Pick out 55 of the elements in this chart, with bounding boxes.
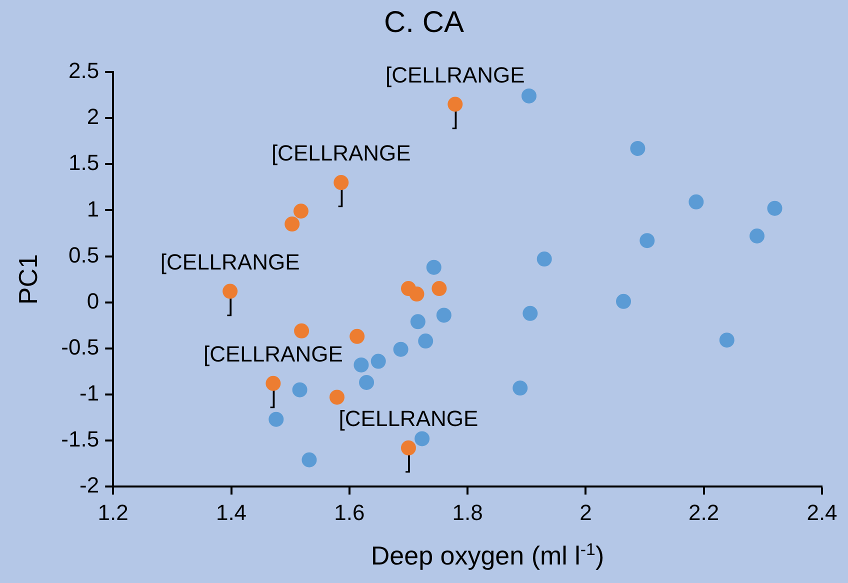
point [293,204,308,219]
point [521,88,536,104]
point [266,376,281,391]
point [354,357,369,372]
point [640,233,655,248]
point [630,140,646,156]
point [616,294,632,309]
y-tick-label: 1 [86,196,100,222]
point [414,431,430,446]
point [522,306,538,321]
y-tick-label: 2.5 [68,58,100,84]
point [767,200,782,216]
y-tick-label: 0.5 [68,242,100,268]
point [418,334,434,349]
point [432,281,447,296]
point [359,374,374,390]
point [688,194,704,210]
point [284,216,300,232]
x-tick-label: 2 [580,500,592,525]
point [400,440,416,456]
x-tick-label: 1.2 [98,500,128,525]
y-tick-label: -1 [80,380,100,406]
x-tick-label: 1.4 [216,500,247,525]
point [750,228,765,244]
point [536,252,552,267]
y-tick-label: 2 [86,104,100,130]
point [350,328,365,344]
y-tick-label: -2 [80,472,100,498]
point [330,390,344,405]
x-tick-label: 2.4 [806,500,838,525]
y-tick-label: 0 [86,288,100,314]
point [370,354,386,369]
point [393,342,408,357]
chart-title: C. CA [382,6,465,40]
point [292,382,308,398]
point [409,286,424,302]
point [426,260,442,275]
x-tick-label: 1.6 [334,500,365,525]
x-tick-label: 1.8 [452,500,483,525]
y-axis-title: PC1 [12,254,43,305]
point [719,332,734,348]
point [512,380,528,396]
point [334,175,349,190]
point [302,452,317,468]
point [410,314,426,330]
point [294,323,310,338]
x-tick-label: 2.2 [688,500,720,525]
point [222,284,238,299]
y-tick-label: -0.5 [61,334,100,360]
point [448,96,463,112]
point [436,308,452,323]
y-tick-label: -1.5 [61,426,100,452]
x-axis-title: Deep oxygen (ml l$^{-1}$) [370,540,606,572]
point [268,412,284,427]
y-tick-label: 1.5 [68,150,100,176]
